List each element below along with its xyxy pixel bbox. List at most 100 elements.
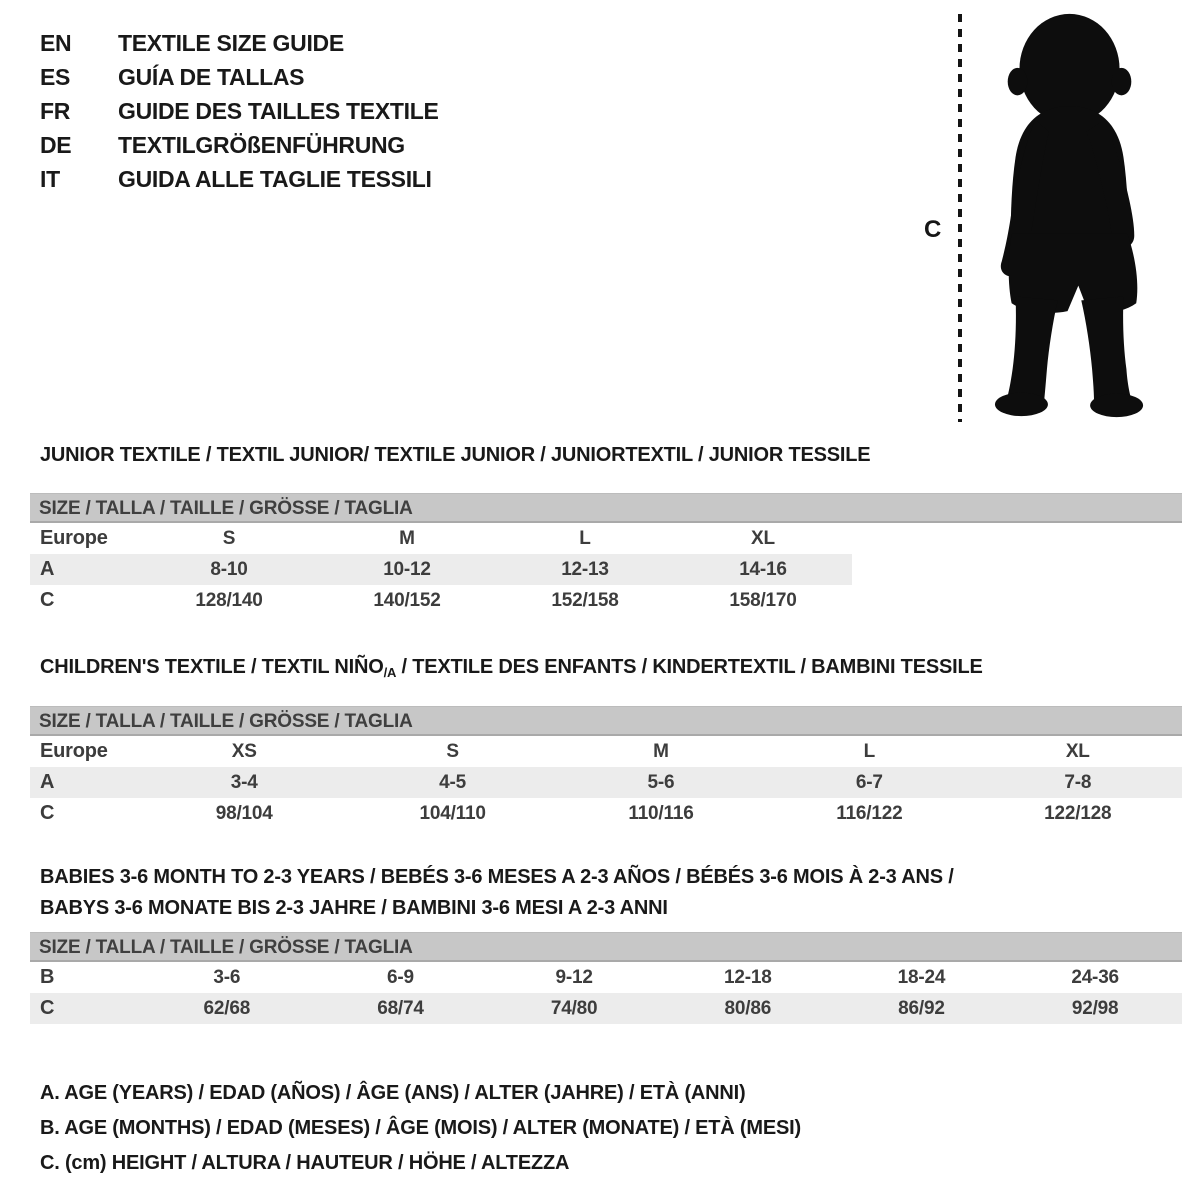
language-row: IT GUIDA ALLE TAGLIE TESSILI bbox=[40, 166, 439, 200]
row-label: A bbox=[40, 771, 55, 793]
size-value-cell: S bbox=[222, 527, 236, 549]
size-value-cell: 122/128 bbox=[1044, 802, 1112, 824]
section-title-line: BABYS 3-6 MONATE BIS 2-3 JAHRE / BAMBINI… bbox=[40, 893, 1182, 924]
size-value-cell: 152/158 bbox=[551, 589, 619, 611]
row-label: Europe bbox=[40, 527, 108, 549]
section-title-text: CHILDREN'S TEXTILE / TEXTIL NIÑO bbox=[40, 656, 384, 678]
guide-title: GUIDA ALLE TAGLIE TESSILI bbox=[118, 166, 432, 192]
language-code: FR bbox=[40, 98, 71, 124]
table-row: B 3-6 6-9 9-12 12-18 18-24 24-36 bbox=[30, 962, 1182, 993]
size-value-cell: XL bbox=[751, 527, 775, 549]
row-label: A bbox=[40, 558, 55, 580]
header: EN TEXTILE SIZE GUIDE ES GUÍA DE TALLAS … bbox=[30, 0, 1182, 430]
section-title-line: CHILDREN'S TEXTILE / TEXTIL NIÑO/A / TEX… bbox=[40, 652, 1182, 684]
section-title: CHILDREN'S TEXTILE / TEXTIL NIÑO/A / TEX… bbox=[40, 652, 1182, 684]
size-value-cell: 4-5 bbox=[439, 771, 467, 793]
size-header-label: SIZE / TALLA / TAILLE / GRÖSSE / TAGLIA bbox=[39, 711, 413, 732]
size-value-cell: 128/140 bbox=[195, 589, 263, 611]
language-row: FR GUIDE DES TAILLES TEXTILE bbox=[40, 98, 439, 132]
height-figure: C bbox=[920, 8, 1170, 426]
size-value-cell: 12-18 bbox=[723, 966, 772, 988]
size-value-cell: 3-4 bbox=[230, 771, 258, 793]
section-title-line: JUNIOR TEXTILE / TEXTIL JUNIOR/ TEXTILE … bbox=[40, 440, 1182, 471]
size-header-label: SIZE / TALLA / TAILLE / GRÖSSE / TAGLIA bbox=[39, 937, 413, 958]
table-row: Europe S M L XL bbox=[30, 523, 852, 554]
size-value-cell: XL bbox=[1065, 740, 1090, 762]
size-value-cell: 74/80 bbox=[550, 997, 598, 1019]
size-header-bar: SIZE / TALLA / TAILLE / GRÖSSE / TAGLIA bbox=[30, 706, 1182, 736]
table-row: C 128/140 140/152 152/158 158/170 bbox=[30, 585, 852, 616]
size-value-cell: 24-36 bbox=[1071, 966, 1119, 988]
size-value-cell: S bbox=[446, 740, 459, 762]
size-value-cell: 12-13 bbox=[561, 558, 609, 580]
section-title: BABIES 3-6 MONTH TO 2-3 YEARS / BEBÉS 3-… bbox=[40, 862, 1182, 924]
language-row: ES GUÍA DE TALLAS bbox=[40, 64, 439, 98]
size-value-cell: 98/104 bbox=[215, 802, 273, 824]
size-value-cell: 140/152 bbox=[373, 589, 441, 611]
section-junior: JUNIOR TEXTILE / TEXTIL JUNIOR/ TEXTILE … bbox=[30, 440, 1182, 616]
table-row: A 8-10 10-12 12-13 14-16 bbox=[30, 554, 852, 585]
size-value-cell: 80/86 bbox=[724, 997, 772, 1019]
size-value-cell: 92/98 bbox=[1071, 997, 1119, 1019]
section-title-text: / TEXTILE DES ENFANTS / KINDERTEXTIL / B… bbox=[396, 656, 983, 678]
size-value-cell: 7-8 bbox=[1064, 771, 1092, 793]
language-row: DE TEXTILGRÖßENFÜHRUNG bbox=[40, 132, 439, 166]
guide-title: TEXTILE SIZE GUIDE bbox=[118, 30, 344, 56]
size-value-cell: 5-6 bbox=[647, 771, 675, 793]
size-value-cell: 158/170 bbox=[729, 589, 797, 611]
section-title-line: BABIES 3-6 MONTH TO 2-3 YEARS / BEBÉS 3-… bbox=[40, 862, 1182, 893]
table-row: Europe XS S M L XL bbox=[30, 736, 1182, 767]
size-value-cell: XS bbox=[231, 740, 257, 762]
section-children: CHILDREN'S TEXTILE / TEXTIL NIÑO/A / TEX… bbox=[30, 652, 1182, 829]
size-value-cell: 6-7 bbox=[855, 771, 883, 793]
section-title: JUNIOR TEXTILE / TEXTIL JUNIOR/ TEXTILE … bbox=[40, 440, 1182, 471]
language-code: IT bbox=[40, 166, 60, 192]
size-header-bar: SIZE / TALLA / TAILLE / GRÖSSE / TAGLIA bbox=[30, 932, 1182, 962]
row-label: B bbox=[40, 966, 55, 988]
size-value-cell: 10-12 bbox=[383, 558, 431, 580]
legend-line-height: C. (cm) HEIGHT / ALTURA / HAUTEUR / HÖHE… bbox=[40, 1152, 570, 1174]
row-label: Europe bbox=[40, 740, 108, 762]
section-title-text: BABYS 3-6 MONATE BIS 2-3 JAHRE / BAMBINI… bbox=[40, 897, 668, 919]
size-value-cell: 116/122 bbox=[836, 802, 903, 824]
size-value-cell: 18-24 bbox=[897, 966, 946, 988]
table-row: C 62/68 68/74 74/80 80/86 86/92 92/98 bbox=[30, 993, 1182, 1024]
size-value-cell: L bbox=[863, 740, 876, 762]
row-label: C bbox=[40, 997, 55, 1019]
row-label: C bbox=[40, 802, 55, 824]
section-babies: BABIES 3-6 MONTH TO 2-3 YEARS / BEBÉS 3-… bbox=[30, 862, 1182, 1024]
toddler-silhouette bbox=[994, 13, 1144, 418]
guide-title: TEXTILGRÖßENFÜHRUNG bbox=[118, 132, 405, 158]
language-code: EN bbox=[40, 30, 72, 56]
language-code: ES bbox=[40, 64, 71, 90]
size-value-cell: 110/116 bbox=[628, 802, 694, 824]
section-title-text: JUNIOR TEXTILE / TEXTIL JUNIOR/ TEXTILE … bbox=[40, 444, 871, 466]
size-table-children: Europe XS S M L XL A 3-4 4-5 5-6 6-7 7-8 C 98/104 104/… bbox=[30, 736, 1182, 829]
height-dashed-line bbox=[958, 14, 962, 422]
height-measure-label: C bbox=[924, 216, 942, 243]
legend-line-age-months: B. AGE (MONTHS) / EDAD (MESES) / ÂGE (MO… bbox=[40, 1117, 801, 1139]
language-list: EN TEXTILE SIZE GUIDE ES GUÍA DE TALLAS … bbox=[40, 30, 439, 200]
size-table-babies: B 3-6 6-9 9-12 12-18 18-24 24-36 C 62/68 68/74 74/… bbox=[30, 962, 1182, 1024]
size-value-cell: 3-6 bbox=[213, 966, 241, 988]
size-header-label: SIZE / TALLA / TAILLE / GRÖSSE / TAGLIA bbox=[39, 498, 413, 519]
size-value-cell: 8-10 bbox=[210, 558, 248, 580]
table-row: C 98/104 104/110 110/116 116/122 122/128 bbox=[30, 798, 1182, 829]
size-value-cell: 104/110 bbox=[419, 802, 486, 824]
size-value-cell: 6-9 bbox=[387, 966, 414, 988]
size-table-junior: Europe S M L XL A 8-10 10-12 12-13 14-16 C 128/140 1… bbox=[30, 523, 852, 616]
section-title-text: BABIES 3-6 MONTH TO 2-3 YEARS / BEBÉS 3-… bbox=[40, 866, 954, 888]
guide-title: GUÍA DE TALLAS bbox=[118, 64, 305, 90]
legend-line-age-years: A. AGE (YEARS) / EDAD (AÑOS) / ÂGE (ANS)… bbox=[40, 1082, 746, 1104]
size-value-cell: 62/68 bbox=[203, 997, 251, 1019]
legend: A. AGE (YEARS) / EDAD (AÑOS) / ÂGE (ANS)… bbox=[40, 1076, 1182, 1181]
size-value-cell: 9-12 bbox=[555, 966, 593, 988]
size-header-bar: SIZE / TALLA / TAILLE / GRÖSSE / TAGLIA bbox=[30, 493, 1182, 523]
size-value-cell: 86/92 bbox=[898, 997, 945, 1019]
language-row: EN TEXTILE SIZE GUIDE bbox=[40, 30, 439, 64]
language-code: DE bbox=[40, 132, 72, 158]
guide-title: GUIDE DES TAILLES TEXTILE bbox=[118, 98, 439, 124]
size-value-cell: M bbox=[653, 740, 669, 762]
table-row: A 3-4 4-5 5-6 6-7 7-8 bbox=[30, 767, 1182, 798]
